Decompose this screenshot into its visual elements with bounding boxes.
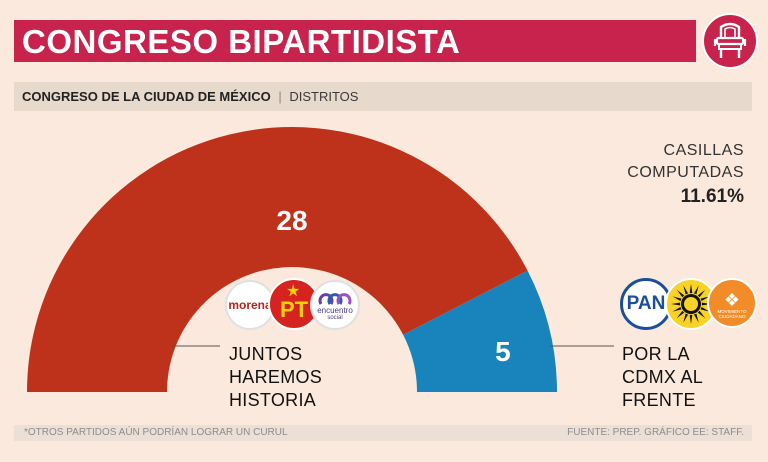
sun-ray: [683, 313, 689, 323]
pes-logo-subtext: social: [327, 315, 343, 321]
sun-ray: [697, 289, 706, 298]
sun-ray: [697, 310, 706, 319]
pt-logo-text: PT: [279, 297, 309, 322]
prd-logo: [665, 278, 717, 330]
sun-ray: [693, 313, 699, 323]
throne-chair-icon: [701, 12, 759, 70]
chart-slice-2: [403, 270, 557, 392]
chart-value-label-2: 5: [495, 336, 511, 367]
chart-slice-1: [27, 127, 528, 392]
sun-ray: [689, 314, 693, 324]
pes-circles-icon: [318, 293, 352, 305]
coalition-2-label-line: POR LA: [622, 344, 690, 364]
casillas-label: CASILLAS COMPUTADAS: [627, 140, 744, 184]
morena-logo-text: morena: [228, 298, 272, 312]
mc-logo: ❖ MOVIMIENTO CIUDADANO: [707, 278, 757, 328]
subheader: CONGRESO DE LA CIUDAD DE MÉXICO | DISTRI…: [22, 82, 358, 111]
sun-ray: [672, 306, 682, 312]
coalition-1-label-line: HISTORIA: [229, 390, 317, 410]
coalition-1-label-line: JUNTOS: [229, 344, 303, 364]
casillas-value: 11.61%: [680, 186, 744, 207]
sun-ray: [676, 289, 685, 298]
subheader-bold: CONGRESO DE LA CIUDAD DE MÉXICO: [22, 89, 271, 104]
source-credit: FUENTE: PREP. GRÁFICO EE: STAFF.: [567, 427, 744, 438]
coalition-1-label: JUNTOS HAREMOS HISTORIA: [229, 343, 322, 412]
chart-value-label-1: 28: [276, 205, 307, 236]
coalition-2-label: POR LA CDMX AL FRENTE: [622, 343, 703, 412]
coalition-2-label-line: FRENTE: [622, 390, 696, 410]
prd-sun-icon: [671, 284, 711, 324]
sun-ray: [671, 302, 681, 306]
page-title: CONGRESO BIPARTIDISTA: [22, 23, 461, 60]
sun-ray: [689, 284, 693, 294]
subheader-light: DISTRITOS: [289, 89, 359, 104]
title-bar: [14, 20, 696, 62]
pes-logo-text: encuentro: [317, 306, 353, 315]
pes-logo: encuentro social: [310, 280, 360, 330]
sun-ray: [693, 285, 699, 295]
casillas-label-line1: CASILLAS: [663, 142, 744, 159]
pan-logo-text: PAN: [626, 293, 666, 314]
footer-bar: [14, 425, 752, 441]
subheader-bar: [14, 82, 752, 111]
casillas-label-line2: COMPUTADAS: [627, 164, 744, 181]
subheader-separator: |: [278, 89, 282, 104]
coalition-2-label-line: CDMX AL: [622, 367, 704, 387]
sun-ray: [683, 285, 689, 295]
footnote: *OTROS PARTIDOS AÚN PODRÍAN LOGRAR UN CU…: [24, 427, 288, 438]
mc-eagle-icon: ❖: [723, 290, 741, 310]
coalition-1-label-line: HAREMOS: [229, 367, 323, 387]
sun-ray: [701, 302, 711, 306]
mc-logo-text: MOVIMIENTO CIUDADANO: [717, 309, 747, 319]
sun-ray: [672, 296, 682, 302]
morena-logo: morena: [225, 280, 275, 330]
sun-ray: [676, 310, 685, 319]
pt-star-icon: ★: [286, 283, 301, 300]
